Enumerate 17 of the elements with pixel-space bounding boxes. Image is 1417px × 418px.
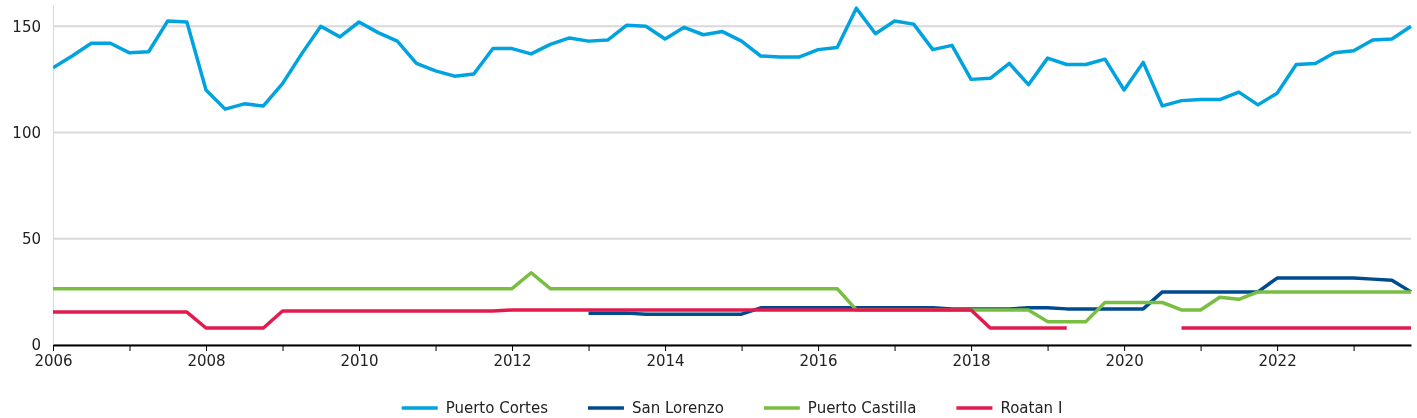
x-tick-label: 2016 (799, 351, 838, 370)
line-series (53, 6, 1413, 111)
legend-label: Roatan I (1000, 399, 1063, 417)
line-series (53, 271, 1413, 324)
x-tick-label: 2012 (493, 351, 532, 370)
y-tick-label: 150 (12, 17, 41, 36)
legend-label: Puerto Castilla (807, 399, 917, 417)
x-tick-label: 2014 (646, 351, 685, 370)
x-tick-label: 2022 (1258, 351, 1297, 370)
x-tick-label: 2008 (187, 351, 226, 370)
legend-label: Puerto Cortes (445, 399, 549, 417)
x-tick-label: 2020 (1105, 351, 1144, 370)
y-tick-label: 100 (12, 123, 41, 142)
y-tick-label: 50 (21, 230, 41, 249)
x-tick-label: 2010 (340, 351, 379, 370)
x-tick-label: 2018 (952, 351, 991, 370)
legend-label: San Lorenzo (631, 399, 724, 417)
